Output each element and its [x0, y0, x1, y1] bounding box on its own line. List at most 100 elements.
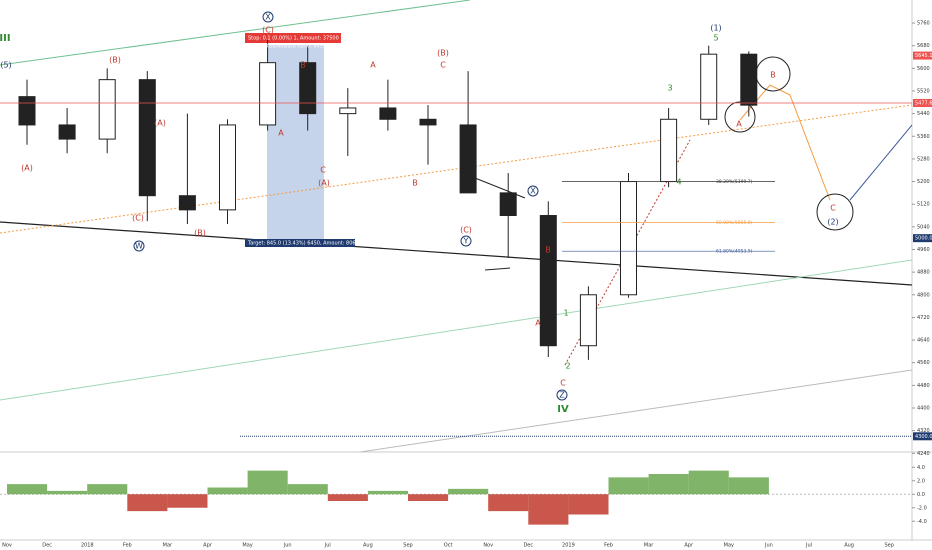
wave-circle — [527, 185, 539, 197]
wave-label: (C) — [262, 26, 274, 35]
price-label: 5000.0 — [915, 236, 932, 242]
price-label-box — [913, 234, 932, 243]
y-tick-label: 5120 — [917, 202, 930, 208]
price-label: 5645.1 — [915, 53, 932, 59]
x-tick-label: May — [242, 543, 252, 549]
osc-bar — [7, 484, 48, 495]
price-label: 4300.0 — [915, 434, 932, 440]
wave-label: W — [135, 242, 143, 251]
projection — [849, 124, 912, 201]
wave-label: C — [560, 379, 566, 388]
osc-bar — [47, 490, 88, 495]
trade-note: Risk/Reward Ratio: 6450 — [265, 44, 326, 50]
wave-label: (C) — [132, 214, 144, 223]
wave-label: (B) — [109, 56, 121, 65]
x-tick-label: Jul — [324, 543, 331, 549]
candle-body — [18, 96, 36, 126]
osc-tick-label: -2.0 — [917, 505, 927, 511]
candle-body — [219, 124, 236, 211]
osc-bar — [327, 494, 368, 501]
osc-bar — [728, 477, 769, 495]
wave-circle — [556, 389, 568, 401]
candle-body — [459, 124, 477, 194]
x-tick-label: Nov — [2, 543, 12, 549]
wave-label: X — [530, 187, 536, 196]
y-tick-label: 4400 — [917, 405, 930, 411]
trade-note: Stop: 0.1 (0.00%) 1, Amount: 37500 1 — [248, 36, 344, 42]
target-circle — [816, 193, 854, 231]
wave-label: B — [300, 61, 306, 70]
trendline — [484, 267, 511, 271]
wave-label: 1 — [563, 309, 568, 318]
x-tick-label: Feb — [604, 543, 613, 549]
x-tick-label: Sep — [884, 543, 893, 549]
y-tick-label: 4720 — [917, 315, 930, 321]
x-tick-label: 2019 — [562, 543, 575, 549]
osc-bar — [408, 494, 449, 501]
wave-label: A — [736, 120, 742, 129]
y-tick-label: 4560 — [917, 360, 930, 366]
x-tick-label: Oct — [444, 543, 453, 549]
wave-circle — [262, 11, 274, 23]
price-label-box — [913, 51, 932, 60]
wave-label: C — [320, 166, 326, 175]
trade-note: Target: 845.0 (13.43%) 6450, Amount: 806… — [247, 241, 371, 247]
wave-label: 3 — [667, 84, 672, 93]
y-tick-label: 4320 — [917, 428, 930, 434]
wave-label: B — [545, 246, 551, 255]
osc-tick-label: -4.0 — [917, 519, 927, 525]
candle-body — [740, 53, 758, 106]
osc-bar — [648, 474, 689, 495]
wave-label: (A) — [21, 164, 33, 173]
x-tick-label: Dec — [42, 543, 52, 549]
x-tick-label: Sep — [403, 543, 412, 549]
candle-body — [138, 79, 156, 197]
osc-bar — [247, 470, 288, 495]
wave-label: C — [830, 204, 836, 213]
wave-label: 5 — [713, 34, 718, 43]
x-tick-label: Aug — [844, 543, 854, 549]
wave-label: III — [0, 33, 11, 44]
wave-label: A — [370, 61, 376, 70]
price-label: 5477.6 — [915, 100, 932, 106]
candle-body — [178, 195, 196, 211]
trendline — [0, 221, 912, 286]
osc-bar — [488, 494, 529, 512]
fib-label: 61.80%(4953.9) — [716, 249, 753, 255]
x-tick-label: Apr — [203, 543, 213, 549]
y-tick-label: 5040 — [917, 224, 930, 230]
osc-bar — [608, 477, 649, 495]
x-tick-label: Jul — [805, 543, 812, 549]
x-tick-label: Nov — [483, 543, 493, 549]
y-tick-label: 5520 — [917, 88, 930, 94]
wave-label: B — [412, 179, 418, 188]
osc-tick-label: 2.0 — [917, 478, 925, 484]
x-tick-label: 2018 — [81, 543, 94, 549]
y-tick-label: 4800 — [917, 292, 930, 298]
wave-label: Z — [559, 391, 565, 400]
candle-body — [58, 124, 76, 140]
osc-bar — [448, 488, 489, 495]
y-tick-label: 5680 — [917, 43, 930, 49]
candle-body — [419, 118, 437, 126]
candle-body — [299, 62, 317, 115]
osc-tick-label: 0.0 — [917, 492, 925, 498]
candle-body — [259, 62, 277, 126]
candle-body — [539, 215, 557, 347]
wave-label: (A) — [154, 119, 166, 128]
x-tick-label: Jun — [283, 543, 292, 549]
y-tick-label: 5440 — [917, 111, 930, 117]
candle-body — [660, 118, 678, 183]
price-panel: 38.20%(5199.7) 50.00%(5055.8) 61.80%(4953.… — [0, 11, 912, 437]
wave-label: IV — [557, 404, 569, 415]
candle-body — [700, 53, 718, 120]
wave-label: Y — [463, 237, 469, 246]
wave-circle — [460, 235, 472, 247]
x-tick-label: Dec — [523, 543, 533, 549]
wave-label: 4 — [676, 178, 681, 187]
x-tick-label: Jun — [764, 543, 773, 549]
osc-bar — [688, 470, 729, 495]
wave-label: C — [440, 61, 446, 70]
candle-body — [579, 294, 597, 347]
x-tick-label: Mar — [644, 543, 654, 549]
